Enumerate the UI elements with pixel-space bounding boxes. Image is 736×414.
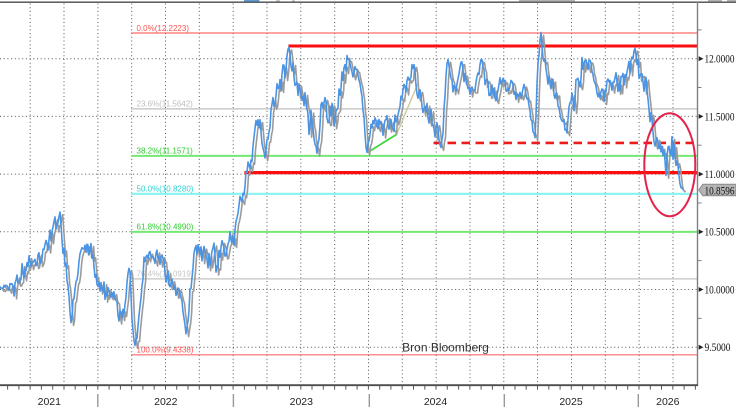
svg-text:11.0000: 11.0000 (705, 169, 735, 181)
svg-text:Bron Bloomberg: Bron Bloomberg (402, 341, 489, 355)
svg-text:50.0%(10.8280): 50.0%(10.8280) (137, 185, 194, 194)
svg-text:10.5000: 10.5000 (705, 227, 735, 239)
svg-text:0.0%(12.2223): 0.0%(12.2223) (137, 24, 190, 33)
svg-text:23.6%(11.5642): 23.6%(11.5642) (137, 100, 194, 109)
svg-text:2022: 2022 (154, 396, 178, 408)
svg-text:10.8596: 10.8596 (705, 185, 735, 197)
svg-text:38.2%(11.1571): 38.2%(11.1571) (137, 147, 194, 156)
svg-text:9.5000: 9.5000 (705, 342, 731, 354)
svg-text:12.0000: 12.0000 (705, 54, 735, 66)
svg-text:2021: 2021 (38, 396, 62, 408)
svg-text:2026: 2026 (656, 396, 680, 408)
svg-text:11.5000: 11.5000 (705, 111, 735, 123)
svg-text:10.0000: 10.0000 (705, 284, 735, 296)
svg-text:2024: 2024 (424, 396, 448, 408)
svg-text:2023: 2023 (290, 396, 314, 408)
svg-text:100.0%(9.4338): 100.0%(9.4338) (137, 346, 194, 355)
svg-text:2025: 2025 (559, 396, 583, 408)
svg-text:61.8%(10.4990): 61.8%(10.4990) (137, 223, 194, 232)
